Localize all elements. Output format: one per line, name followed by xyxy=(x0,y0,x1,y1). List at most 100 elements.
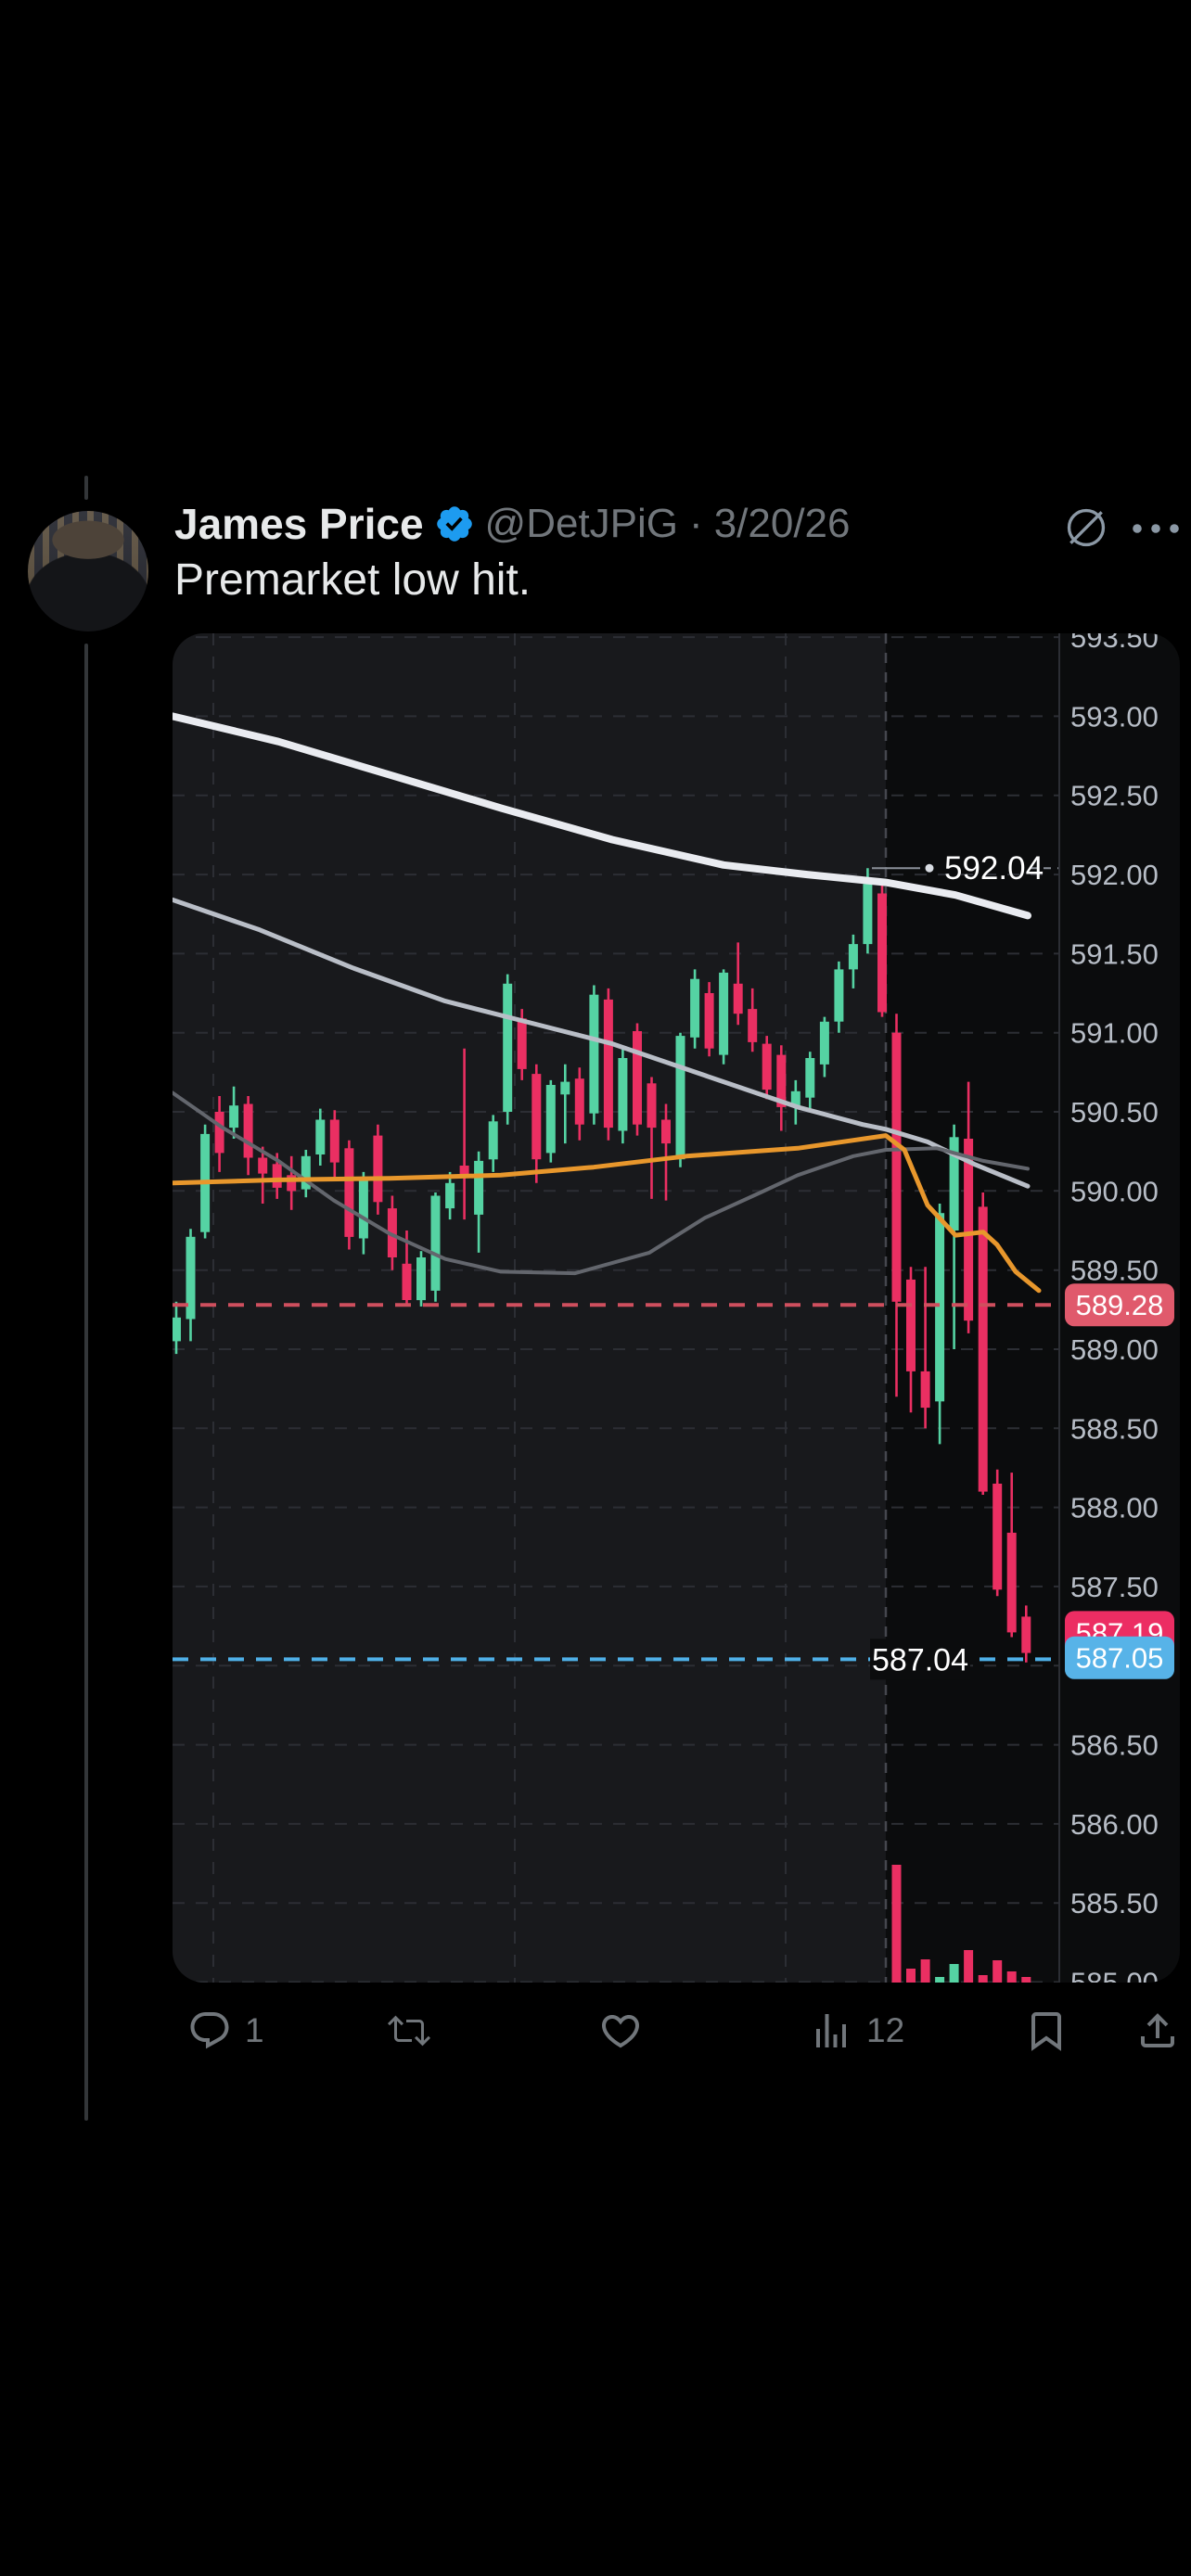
candle-body xyxy=(402,1263,412,1300)
candle-body xyxy=(848,944,858,970)
candle-body xyxy=(517,1018,527,1069)
candle-body xyxy=(935,1213,945,1402)
candle-body xyxy=(891,1032,902,1302)
candle-body xyxy=(503,983,513,1112)
candle-body xyxy=(704,993,714,1049)
post-date[interactable]: 3/20/26 xyxy=(713,501,851,546)
grok-icon xyxy=(1067,508,1106,547)
high-marker-dot xyxy=(925,863,934,873)
candle-body xyxy=(719,972,729,1055)
candle-body xyxy=(574,1078,584,1125)
candle-body xyxy=(776,1054,787,1107)
y-axis-label: 591.00 xyxy=(1070,1017,1159,1050)
price-chart-svg: 592.04 587.04 593.50 593.00 592.50 592.00 591.… xyxy=(173,633,1174,1983)
candle-body xyxy=(1006,1532,1017,1633)
repost-button[interactable] xyxy=(387,2009,431,2053)
candle-body xyxy=(1021,1616,1031,1653)
candle-body xyxy=(805,1058,815,1098)
candle-body xyxy=(243,1103,253,1158)
analytics-icon xyxy=(816,2014,846,2047)
candle-body xyxy=(733,983,743,1014)
candle-body xyxy=(618,1058,628,1131)
volume-bar xyxy=(964,1950,974,1983)
ma-thick-white xyxy=(173,712,1031,920)
candle-body xyxy=(603,999,613,1129)
candle-body xyxy=(301,1155,311,1190)
high-marker-label: 592.04 xyxy=(944,850,1044,886)
candle-body xyxy=(762,1043,772,1090)
candle-body xyxy=(690,978,700,1038)
view-count: 12 xyxy=(866,2011,905,2049)
post-header: James Price @DetJPiG · 3/20/26 xyxy=(174,499,851,549)
candle-body xyxy=(173,1317,181,1342)
y-axis-label: 592.00 xyxy=(1070,859,1159,891)
candle-body xyxy=(186,1236,196,1320)
candle-body xyxy=(978,1206,988,1492)
bookmark-icon xyxy=(1031,2012,1061,2051)
reply-button[interactable] xyxy=(187,2009,232,2053)
ma-orange xyxy=(173,1133,1042,1294)
candle-body xyxy=(344,1148,354,1237)
author-handle[interactable]: @DetJPiG xyxy=(484,501,679,546)
volume-bar xyxy=(935,1977,945,1983)
candle-body xyxy=(214,1112,224,1154)
candle-body xyxy=(315,1119,326,1154)
y-axis-label: 593.00 xyxy=(1070,700,1159,733)
price-badge-label: 589.28 xyxy=(1076,1289,1164,1321)
more-options-button[interactable] xyxy=(1130,512,1182,545)
reply-count: 1 xyxy=(245,2011,264,2049)
candle-body xyxy=(920,1371,930,1409)
y-axis-label: 585.50 xyxy=(1070,1887,1159,1919)
y-axis-label: 588.00 xyxy=(1070,1492,1159,1524)
y-axis-label: 588.50 xyxy=(1070,1412,1159,1445)
reply-icon xyxy=(190,2012,229,2049)
candle-body xyxy=(992,1484,1003,1590)
y-axis-label: 593.50 xyxy=(1070,633,1159,654)
volume-bar xyxy=(949,1964,959,1983)
candle-body xyxy=(589,994,599,1114)
y-axis-label: 585.00 xyxy=(1070,1967,1159,1983)
volume-bar xyxy=(992,1960,1003,1983)
y-axis-label: 590.50 xyxy=(1070,1096,1159,1129)
candle-body xyxy=(964,1139,974,1321)
candle-body xyxy=(373,1135,383,1203)
volume-bar xyxy=(906,1969,916,1983)
volume-bar xyxy=(1006,1971,1017,1983)
candle-body xyxy=(488,1121,498,1160)
grok-actions-button[interactable] xyxy=(1061,503,1111,553)
share-button[interactable] xyxy=(1135,2009,1180,2053)
author-name[interactable]: James Price xyxy=(174,500,424,548)
candle-body xyxy=(545,1085,556,1154)
avatar[interactable] xyxy=(28,511,148,631)
candle-body xyxy=(834,969,844,1022)
candle-body xyxy=(790,1090,800,1107)
low-marker-label: 587.04 xyxy=(872,1642,968,1677)
y-axis-label: 586.00 xyxy=(1070,1808,1159,1841)
candle-body xyxy=(819,1021,829,1065)
candle-body xyxy=(877,893,887,1013)
candle-body xyxy=(906,1279,916,1371)
handle-date-separator: · xyxy=(689,501,703,546)
candle-body xyxy=(287,1175,297,1192)
ma-light-gray xyxy=(173,897,1031,1189)
chart-media[interactable]: 592.04 587.04 593.50 593.00 592.50 592.00 591.… xyxy=(173,633,1180,1983)
volume-bar xyxy=(891,1865,902,1983)
y-axis-label: 589.00 xyxy=(1070,1333,1159,1366)
candle-body xyxy=(531,1074,542,1160)
candle-body xyxy=(748,1009,758,1042)
volume-bar xyxy=(978,1975,988,1983)
candle-body xyxy=(633,1031,642,1125)
like-button[interactable] xyxy=(598,2009,643,2053)
candle-body xyxy=(474,1160,484,1215)
verified-badge-icon xyxy=(434,504,475,544)
candle-body xyxy=(430,1195,441,1291)
views-button[interactable] xyxy=(809,2009,853,2053)
thread-line-bottom xyxy=(84,644,88,2121)
volume-bar xyxy=(920,1959,930,1983)
candle-body xyxy=(647,1083,657,1129)
candle-body xyxy=(416,1257,426,1301)
bookmark-button[interactable] xyxy=(1024,2009,1069,2053)
post-text: Premarket low hit. xyxy=(174,555,531,605)
repost-icon xyxy=(388,2015,430,2047)
